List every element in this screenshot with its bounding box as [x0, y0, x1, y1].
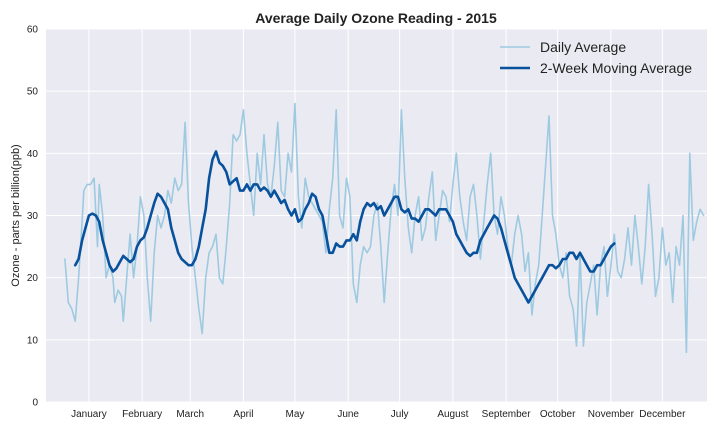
x-tick-label-september: September — [482, 409, 532, 420]
x-tick-label-may: May — [285, 409, 304, 420]
y-axis-label: Ozone - parts per billion(ppb) — [10, 144, 22, 286]
legend-label: Daily Average — [540, 39, 626, 55]
y-axis-ticks: 0 10 20 30 40 50 60 — [27, 25, 39, 409]
y-tick-label: 30 — [27, 211, 39, 222]
x-tick-label-august: August — [437, 409, 468, 420]
x-tick-label-december: December — [639, 409, 686, 420]
y-tick-label: 40 — [27, 149, 39, 160]
y-tick-label: 10 — [27, 335, 39, 346]
y-tick-label: 20 — [27, 273, 39, 284]
chart-title: Average Daily Ozone Reading - 2015 — [255, 10, 497, 26]
x-tick-label-november: November — [588, 409, 635, 420]
legend-label: 2-Week Moving Average — [540, 60, 692, 76]
x-tick-label-february: February — [122, 409, 162, 420]
y-tick-label: 50 — [27, 87, 39, 98]
legend: Daily Average 2-Week Moving Average — [500, 39, 692, 76]
y-tick-label: 0 — [32, 398, 38, 409]
x-tick-label-july: July — [391, 409, 409, 420]
x-tick-label-october: October — [540, 409, 576, 420]
x-tick-label-april: April — [233, 409, 253, 420]
x-tick-label-march: March — [176, 409, 204, 420]
x-tick-label-january: January — [71, 409, 107, 420]
x-axis-ticks: January February March April May June July Augu… — [71, 409, 686, 420]
series-lines — [64, 102, 705, 354]
series-line-moving-average — [73, 150, 616, 304]
y-tick-label: 60 — [27, 25, 39, 36]
x-tick-label-june: June — [337, 409, 359, 420]
